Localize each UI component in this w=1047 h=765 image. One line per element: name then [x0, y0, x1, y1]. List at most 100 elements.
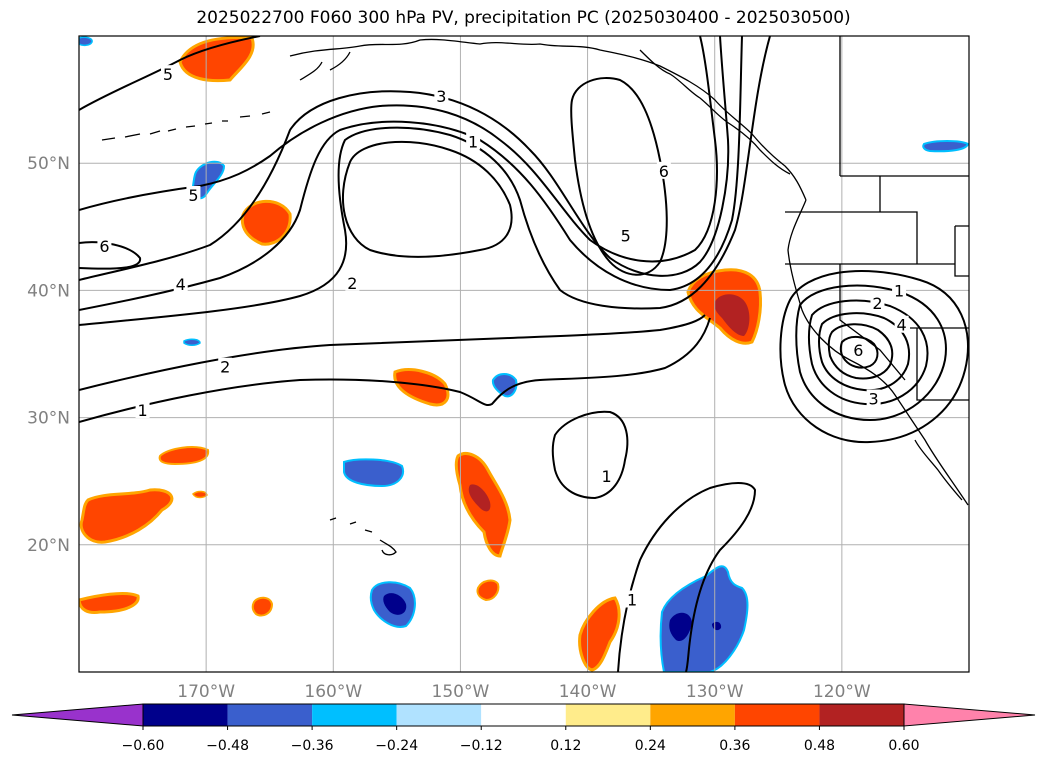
contour-label: 2 [347, 274, 357, 293]
contour-label: 3 [869, 390, 879, 409]
contour-label-bg [656, 161, 671, 179]
precip-area-positive [178, 36, 255, 83]
contour-label: 6 [99, 237, 109, 256]
pv-contour-1 [342, 140, 513, 258]
x-tick-label: 120°W [813, 682, 871, 702]
contour-label: 3 [436, 87, 446, 106]
precip-area-inner-negative [669, 612, 692, 642]
precip-area-positive [251, 596, 274, 617]
coastline-kenai [299, 51, 351, 81]
precip-area-negative [491, 373, 518, 398]
contour-label: 1 [468, 133, 478, 152]
precip-area-positive [240, 199, 292, 246]
contour-label-bg [186, 186, 201, 203]
contour-label-bg [866, 389, 881, 407]
colorbar-tick-label: 0.48 [804, 738, 835, 754]
precip-area-positive [578, 596, 621, 672]
precip-area-positive [79, 592, 140, 614]
precip-area-negative [183, 338, 201, 346]
pv-contour-1 [79, 317, 711, 423]
coastline-alaska [289, 38, 807, 201]
contour-label-bg [894, 315, 909, 333]
contour-label: 1 [894, 281, 904, 300]
precip-area-negative [79, 36, 93, 47]
colorbar-segment [481, 704, 566, 726]
colorbar-tick-label: −0.60 [122, 738, 165, 754]
contour-label: 1 [137, 401, 147, 420]
y-tick-label: 20°N [27, 536, 70, 556]
contour-label: 6 [853, 341, 863, 360]
colorbar-tick-label: −0.12 [460, 738, 503, 754]
contour-label-bg [851, 341, 866, 359]
pv-contour-5 [79, 36, 718, 263]
border-canada-us [839, 36, 969, 177]
contour-label: 6 [659, 162, 669, 181]
colorbar-segment [227, 704, 313, 726]
contour-label: 4 [176, 275, 186, 294]
precip-area-positive [476, 579, 500, 602]
pv-contour-1 [779, 270, 969, 444]
x-tick-label: 170°W [177, 682, 235, 702]
map-background [79, 36, 969, 672]
contour-label: 5 [163, 65, 173, 84]
colorbar-tick-label: −0.36 [291, 738, 334, 754]
x-tick-label: 130°W [686, 682, 744, 702]
contour-label-bg [345, 273, 360, 291]
coastline-west-coast [787, 199, 969, 506]
colorbar-tick-label: −0.24 [375, 738, 418, 754]
contour-label-bg [434, 86, 449, 104]
contour-label: 4 [897, 316, 907, 335]
y-tick-label: 40°N [27, 281, 70, 301]
y-tick-label: 30°N [27, 409, 70, 429]
coastline-hawaii [329, 517, 397, 556]
precip-area-positive [192, 490, 208, 499]
pv-contour-6 [570, 77, 668, 276]
colorbar-segment [819, 704, 904, 726]
pv-contour-1 [617, 482, 757, 672]
contour-label: 5 [188, 186, 198, 205]
contour-label-bg [161, 65, 175, 83]
colorbar-outline [142, 703, 905, 727]
coastline-aleutians [101, 111, 271, 141]
y-tick-label: 50°N [27, 154, 70, 174]
pv-contours [79, 36, 969, 672]
precip-area-negative [922, 140, 969, 153]
contour-label: 1 [627, 590, 637, 609]
precip-area-positive [79, 488, 174, 544]
contour-label: 2 [220, 358, 230, 377]
precip-area-inner [468, 484, 491, 512]
x-axis-ticks: 170°W 160°W 150°W 140°W 130°W 120°W [177, 682, 871, 702]
x-tick-label: 150°W [432, 682, 490, 702]
contour-label: 2 [872, 294, 882, 313]
pv-contour-4 [818, 312, 910, 392]
contour-label-bg [618, 226, 633, 244]
precip-area-inner-negative [383, 593, 407, 615]
colorbar-segment [565, 704, 651, 726]
map-frame [78, 35, 970, 673]
colorbar-tick-label: 0.60 [888, 738, 919, 754]
colorbar-segment [312, 704, 397, 726]
colorbar-tick-label: 0.36 [719, 738, 750, 754]
colorbar-extend-min [11, 703, 144, 727]
contour-label-bg [218, 357, 233, 375]
precipitation-areas [79, 36, 969, 672]
coastline-panhandle [639, 49, 791, 175]
border-states [785, 176, 969, 401]
x-tick-label: 140°W [559, 682, 617, 702]
pv-contour-2 [79, 36, 771, 326]
y-axis-ticks: 20°N 30°N 40°N 50°N [27, 154, 70, 556]
colorbar-extend-max [903, 703, 1036, 727]
contour-label: 5 [621, 227, 631, 246]
contour-label-bg [97, 236, 112, 254]
pv-contour-2 [795, 284, 947, 422]
x-tick-label: 160°W [304, 682, 362, 702]
precip-area-positive [393, 368, 450, 407]
contour-label-bg [892, 281, 907, 299]
contour-label-bg [173, 275, 188, 293]
colorbar-tick-label: −0.48 [206, 738, 249, 754]
contour-label-bg [135, 400, 150, 418]
colorbar: −0.60 −0.48 −0.36 −0.24 −0.12 0.12 0.24 0.36 0.4… [11, 703, 1036, 754]
colorbar-segment [143, 704, 228, 726]
